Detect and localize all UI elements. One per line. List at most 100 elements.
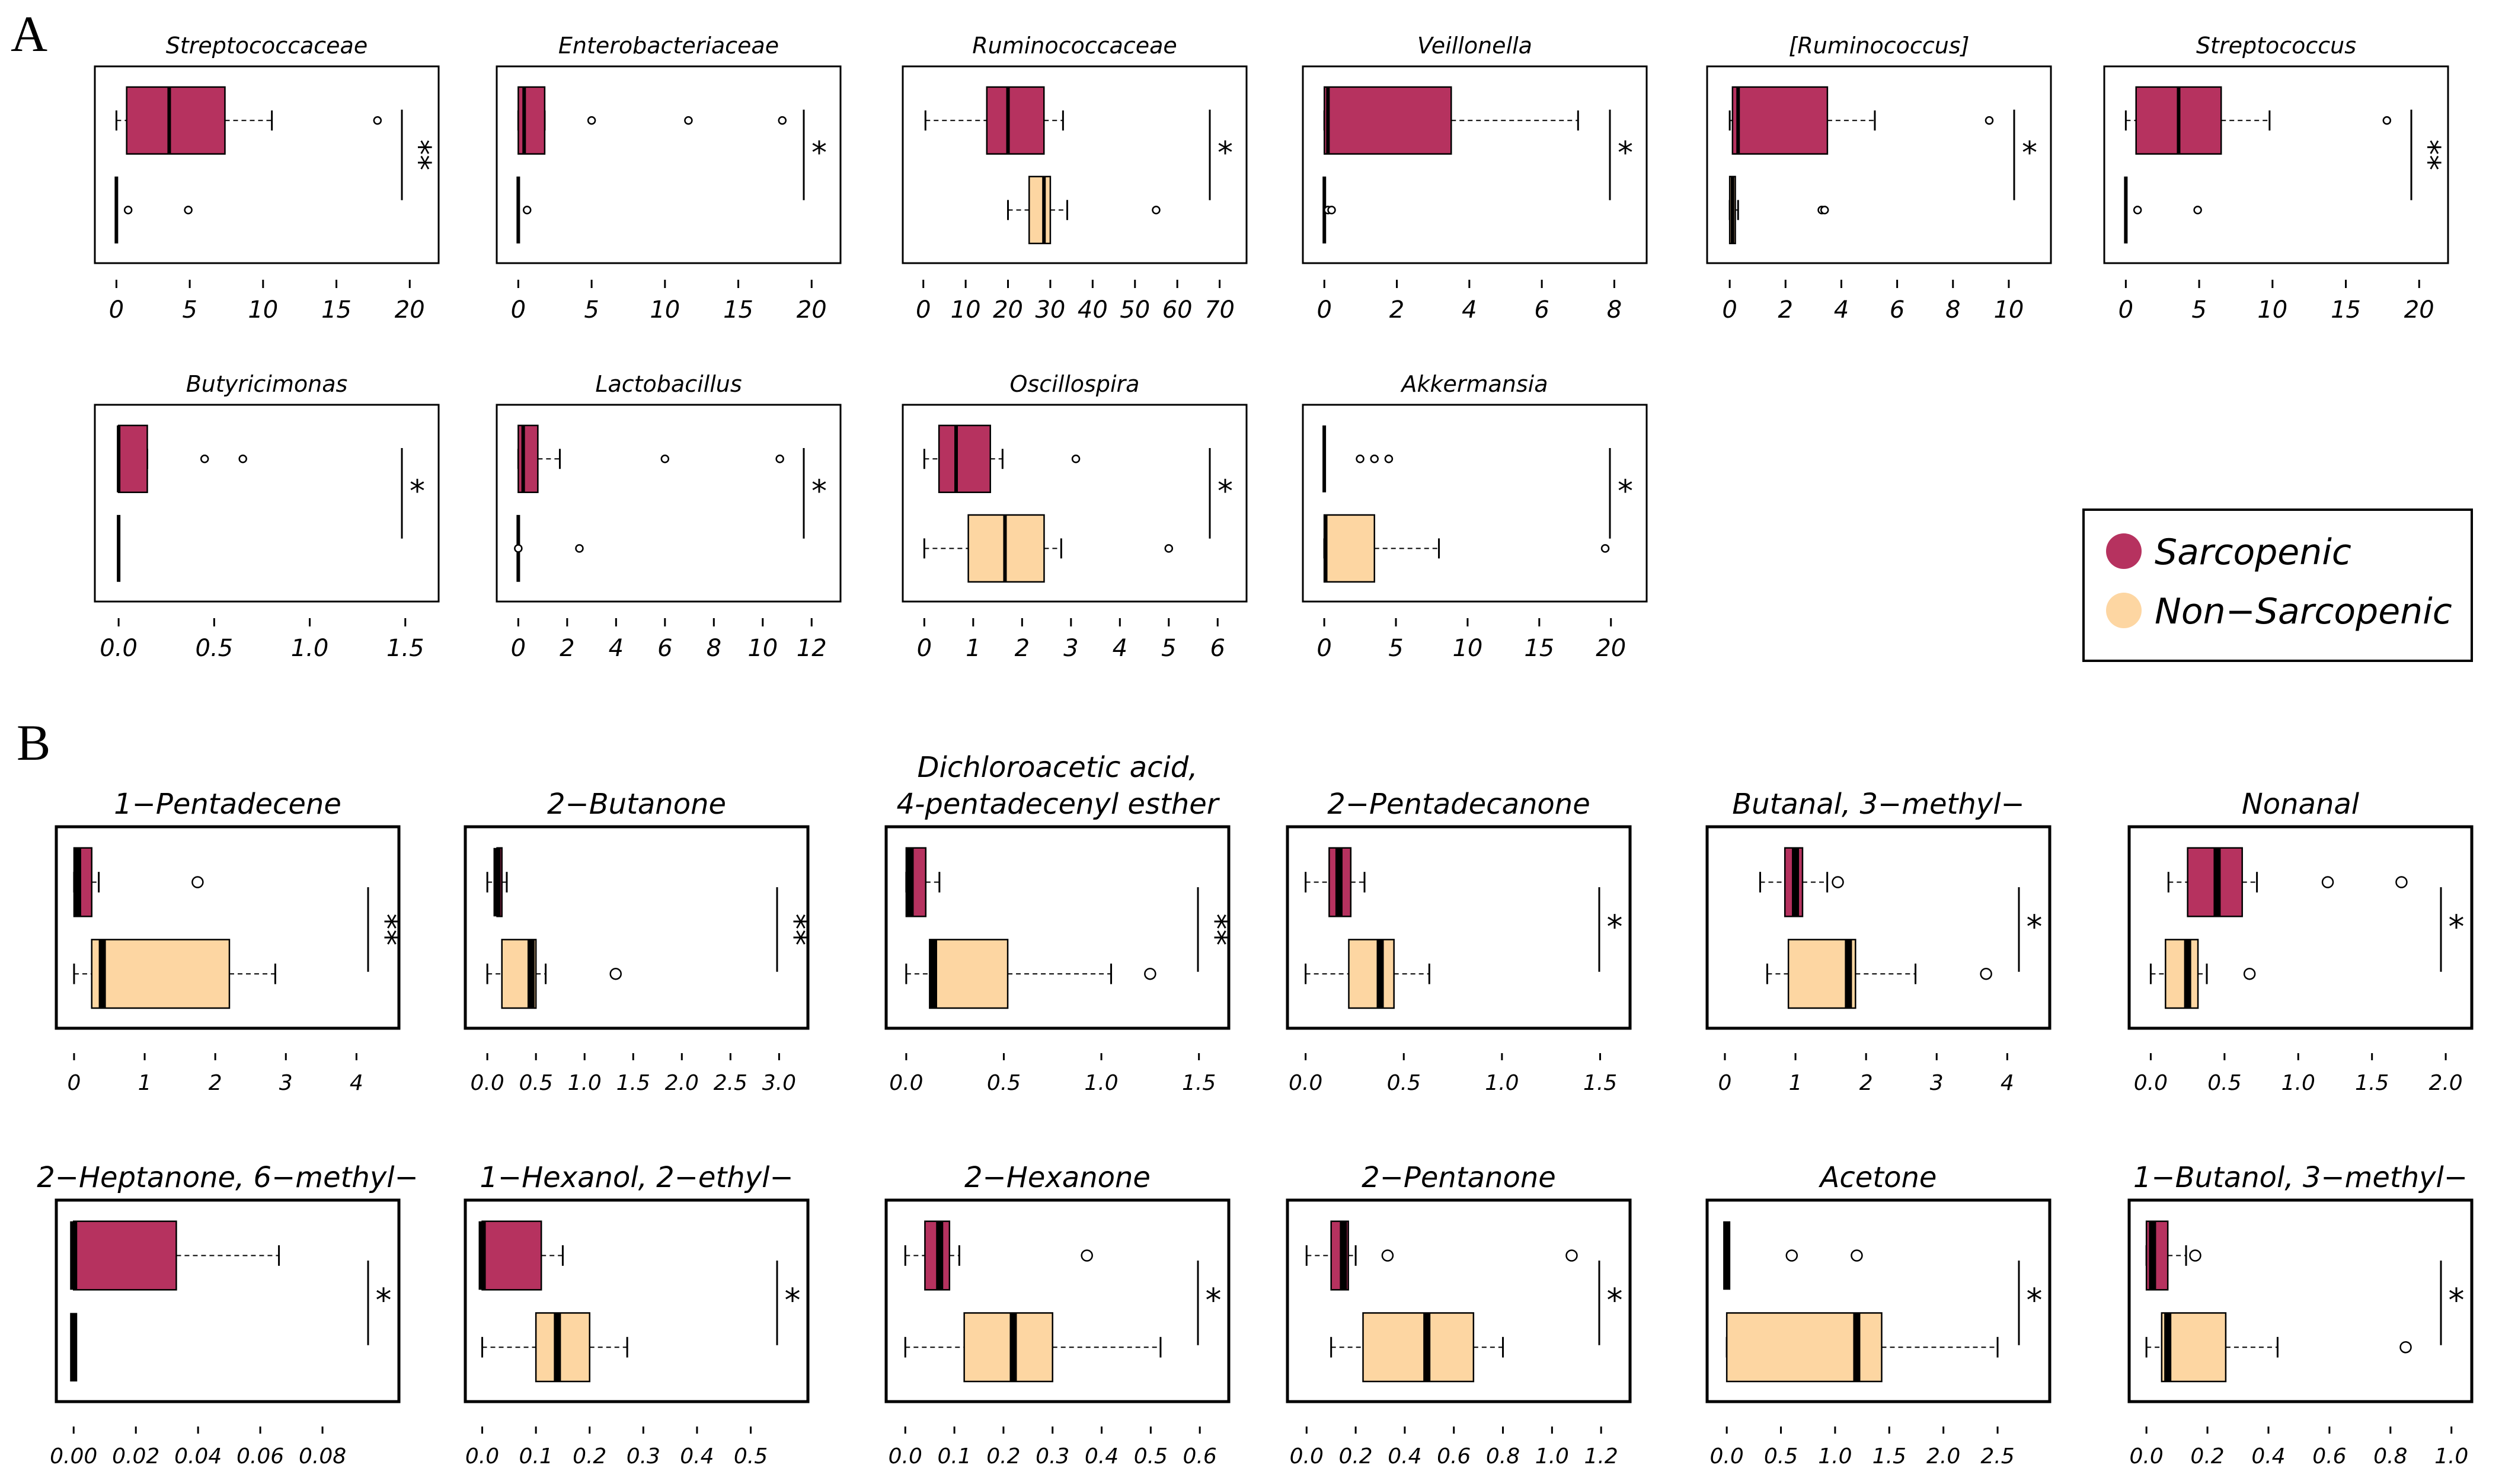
x-tick-label: 0: [2118, 296, 2133, 324]
x-tick-label: 1.5: [386, 635, 424, 662]
x-tick-label: 20: [2404, 296, 2434, 324]
x-tick-label: 6: [657, 635, 672, 662]
x-tick-label: 0.5: [519, 1071, 553, 1095]
outlier-sarcopenic: [1832, 876, 1844, 888]
x-tick-label: 2.0: [2428, 1071, 2462, 1095]
boxplot-21: 1−Butanol, 3−methyl− 0.0 0.2 0.4 0.6 0.8 1.0 *: [2127, 1161, 2474, 1469]
x-tick-label: 12: [797, 635, 827, 662]
box-sarcopenic: [517, 86, 546, 155]
significance-marker: *: [376, 1281, 392, 1319]
significance-marker: *: [811, 135, 827, 171]
boxplot-5: Streptococcus 0 5 10 15 20 **: [2103, 33, 2449, 324]
significance-marker: *: [2027, 1281, 2043, 1319]
outlier-sarcopenic: [778, 116, 787, 125]
chart-title: 1−Hexanol, 2−ethyl−: [480, 1161, 793, 1194]
x-tick-label: 0.2: [573, 1444, 606, 1469]
outlier-non-sarcopenic: [184, 206, 193, 215]
boxplot-11: 2−Butanone 0.0 0.5 1.0 1.5 2.0 2.5 3.0 **: [464, 788, 814, 1095]
x-tick-label: 1.0: [1084, 1071, 1118, 1095]
box-sarcopenic: [126, 86, 226, 155]
x-tick-label: 0.02: [112, 1444, 159, 1469]
boxplot-8: Oscillospira 0 1 2 3 4 5 6 *: [902, 371, 1248, 662]
box-sarcopenic: [481, 1220, 542, 1291]
x-tick-label: 70: [1204, 296, 1235, 324]
chart-title: 1−Pentadecene: [114, 788, 341, 821]
plot-frame: [902, 404, 1248, 603]
x-tick-label: 4: [1834, 296, 1849, 324]
box-non-sarcopenic: [91, 939, 231, 1009]
x-tick-label: 0.0: [889, 1444, 922, 1469]
x-tick-label: 0: [1316, 635, 1331, 662]
x-tick-label: 8: [1945, 296, 1960, 324]
outlier-non-sarcopenic: [522, 206, 532, 215]
x-tick-label: 0.1: [937, 1444, 971, 1469]
box-non-sarcopenic: [535, 1312, 590, 1383]
panel-label-a: A: [11, 5, 47, 62]
x-tick-label: 0.0: [470, 1071, 504, 1095]
plot-frame: [55, 825, 401, 1030]
outlier-sarcopenic: [1851, 1249, 1863, 1262]
x-tick-label: 0.2: [986, 1444, 1020, 1469]
outlier-non-sarcopenic: [1152, 206, 1161, 215]
legend-swatch-sarcopenic: [2106, 533, 2142, 569]
x-tick-label: 1.5: [2355, 1071, 2389, 1095]
x-tick-label: 15: [1524, 635, 1554, 662]
boxplot-4: [Ruminococcus] 0 2 4 6 8 10 *: [1706, 33, 2052, 324]
chart-title: [Ruminococcus]: [1789, 33, 1970, 59]
x-tick-label: 30: [1035, 296, 1065, 324]
outlier-non-sarcopenic: [1144, 967, 1156, 980]
significance-marker: **: [401, 139, 437, 170]
plot-frame: [902, 65, 1248, 264]
x-tick-label: 0.6: [1183, 1444, 1217, 1469]
x-tick-label: 6: [1534, 296, 1549, 324]
x-tick-label: 0.2: [1338, 1444, 1372, 1469]
box-sarcopenic: [1323, 86, 1452, 155]
box-sarcopenic: [72, 1220, 177, 1291]
outlier-sarcopenic: [587, 116, 596, 125]
outlier-sarcopenic: [1081, 1249, 1093, 1262]
x-tick-label: 20: [1596, 635, 1626, 662]
x-tick-label: 0.0: [889, 1071, 923, 1095]
legend-label-non-sarcopenic: Non−Sarcopenic: [2155, 591, 2452, 632]
x-tick-label: 10: [650, 296, 680, 324]
x-tick-label: 0.0: [2134, 1071, 2168, 1095]
x-tick-label: 3: [1063, 635, 1078, 662]
x-tick-label: 0.5: [196, 635, 234, 662]
outlier-sarcopenic: [1565, 1249, 1578, 1262]
x-tick-label: 15: [723, 296, 753, 324]
boxplot-2: Ruminococcaceae 0 10 20 30 40 50 60 70 *: [902, 33, 1248, 324]
plot-frame: [884, 1198, 1231, 1403]
boxplot-9: Akkermansia 0 5 10 15 20 *: [1302, 371, 1648, 662]
x-tick-label: 5: [1388, 635, 1403, 662]
plot-frame: [1302, 65, 1648, 264]
x-tick-label: 0.4: [2251, 1444, 2285, 1469]
x-tick-label: 1.5: [616, 1071, 650, 1095]
x-tick-label: 4: [350, 1071, 363, 1095]
x-tick-label: 1.5: [1872, 1444, 1906, 1469]
x-tick-label: 5: [584, 296, 599, 324]
chart-title: Butyricimonas: [186, 371, 348, 397]
plot-frame: [1302, 404, 1648, 603]
box-sarcopenic: [117, 424, 148, 493]
chart-title: 4-pentadecenyl esther: [897, 788, 1220, 821]
outlier-sarcopenic: [1985, 116, 1994, 125]
x-tick-label: 5: [182, 296, 197, 324]
boxplot-6: Butyricimonas 0.0 0.5 1.0 1.5 *: [94, 371, 440, 662]
box-non-sarcopenic: [929, 939, 1009, 1009]
boxplot-15: Nonanal 0.0 0.5 1.0 1.5 2.0 *: [2127, 788, 2474, 1095]
x-tick-label: 0.5: [1387, 1071, 1421, 1095]
outlier-sarcopenic: [2189, 1249, 2201, 1262]
chart-title: 2−Pentanone: [1362, 1161, 1556, 1194]
x-tick-label: 4: [2001, 1071, 2014, 1095]
x-tick-label: 1: [966, 635, 980, 662]
plot-frame: [884, 825, 1231, 1030]
plot-frame: [2127, 825, 2474, 1030]
plot-frame: [1706, 65, 2052, 264]
legend-label-sarcopenic: Sarcopenic: [2155, 532, 2351, 573]
plot-frame: [55, 1198, 401, 1403]
plot-frame: [2103, 65, 2449, 264]
panel-label-b: B: [17, 714, 50, 771]
box-non-sarcopenic: [1362, 1312, 1475, 1383]
x-tick-label: 0: [109, 296, 124, 324]
